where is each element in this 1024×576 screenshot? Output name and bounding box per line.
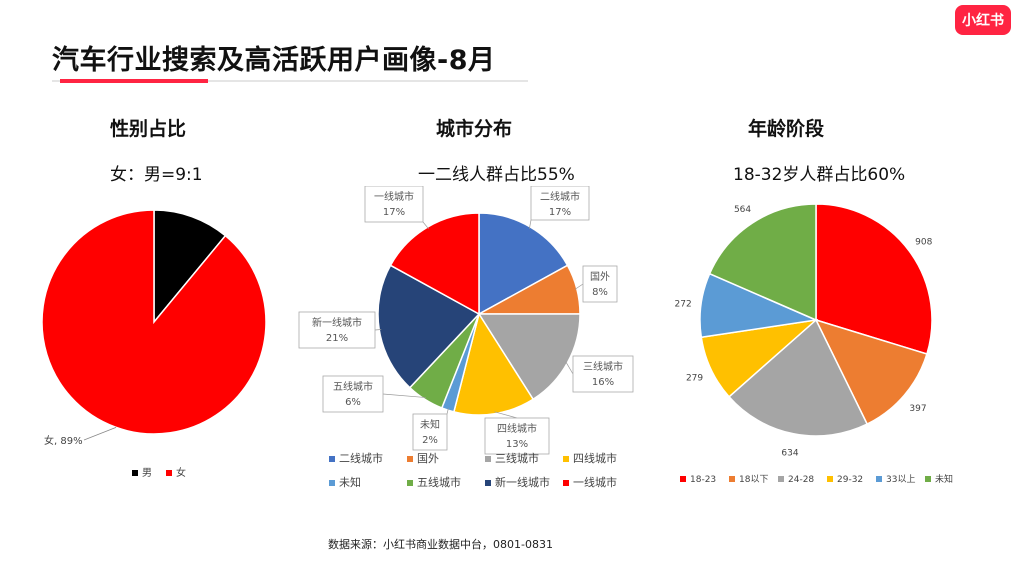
callout-value-6: 21% — [326, 333, 348, 344]
callout-value-3: 13% — [506, 439, 528, 450]
leader-line-0 — [83, 427, 117, 441]
legend-swatch-3 — [563, 456, 569, 462]
pie-slice-2 — [727, 318, 869, 437]
callout-box-6 — [298, 311, 376, 349]
gender-pie-chart: 女, 89% 男 女 — [41, 209, 267, 479]
callout-value-5: 6% — [345, 397, 361, 408]
age-chart-panel: 908 397 634 279 272 564 18-23 18以下 24-28 29-32 33以… — [672, 192, 980, 492]
legend-swatch-6 — [485, 480, 491, 486]
legend-label-1: 女 — [176, 466, 186, 479]
legend-swatch-0 — [132, 470, 138, 476]
age-section-title: 年龄阶段 — [748, 118, 825, 140]
legend-label-4: 33以上 — [886, 474, 915, 485]
callout-label-0: 二线城市 — [540, 190, 580, 203]
leader-line-2 — [565, 361, 574, 375]
callout-label-2: 三线城市 — [583, 360, 623, 373]
legend-label-2: 三线城市 — [495, 451, 539, 465]
pie-slice-5 — [708, 203, 817, 322]
legend-swatch-0 — [329, 456, 335, 462]
callout-value-4: 2% — [422, 435, 438, 446]
pie-slice-0 — [153, 209, 227, 325]
data-label-5: 564 — [734, 205, 751, 215]
pie-slice-2 — [477, 313, 581, 401]
callout-label-4: 未知 — [420, 418, 440, 431]
legend-swatch-1 — [729, 476, 735, 482]
gender-section-subtitle: 女：男=9:1 — [110, 165, 203, 185]
legend-label-3: 四线城市 — [573, 451, 617, 465]
pie-slice-1 — [41, 209, 267, 435]
leader-line-6 — [374, 329, 382, 331]
age-section-subtitle: 18-32岁人群占比60% — [733, 165, 906, 185]
data-label-0: 女, 89% — [44, 434, 83, 447]
legend-swatch-7 — [563, 480, 569, 486]
pie-slice-1 — [814, 318, 928, 426]
data-label-2: 634 — [781, 448, 798, 458]
callout-value-0: 17% — [549, 207, 571, 218]
gender-section-title: 性别占比 — [110, 118, 187, 140]
legend-swatch-1 — [166, 470, 172, 476]
callout-box-0 — [530, 185, 590, 221]
callout-label-5: 五线城市 — [333, 380, 373, 393]
city-chart-panel: 二线城市 17% 国外 8% 三线城市 16% 四线城市 13% 未知 2% 五线城市 6% 新一线城市… — [295, 185, 655, 496]
callout-box-1 — [582, 265, 618, 303]
legend-swatch-2 — [485, 456, 491, 462]
legend-swatch-3 — [827, 476, 833, 482]
callout-value-1: 8% — [592, 287, 608, 298]
data-label-3: 279 — [686, 374, 703, 384]
pie-slice-0 — [478, 212, 569, 316]
legend-swatch-5 — [407, 480, 413, 486]
leader-line-7 — [422, 221, 429, 230]
city-pie-chart: 二线城市 17% 国外 8% 三线城市 16% 四线城市 13% 未知 2% 五线城市 6% 新一线城市… — [298, 185, 634, 489]
callout-box-3 — [484, 417, 550, 455]
callout-box-4 — [412, 413, 448, 451]
city-section-subtitle: 一二线人群占比55% — [418, 165, 575, 185]
callout-label-3: 四线城市 — [497, 422, 537, 435]
leader-line-3 — [494, 411, 518, 419]
legend-label-0: 18-23 — [690, 475, 716, 485]
legend-label-0: 男 — [142, 467, 152, 479]
legend-label-5: 五线城市 — [417, 475, 461, 489]
legend-swatch-1 — [407, 456, 413, 462]
legend-label-0: 二线城市 — [339, 451, 383, 465]
callout-box-7 — [364, 185, 424, 223]
callout-box-5 — [322, 375, 384, 413]
data-source-note: 数据来源：小红书商业数据中台，0801-0831 — [328, 538, 553, 551]
callout-label-6: 新一线城市 — [312, 316, 362, 329]
gender-chart-panel: 女, 89% 男 女 — [22, 196, 290, 486]
legend-label-5: 未知 — [935, 473, 953, 485]
legend-label-1: 18以下 — [739, 475, 768, 485]
legend-label-6: 新一线城市 — [495, 475, 550, 489]
callout-value-2: 16% — [592, 377, 614, 388]
pie-slice-0 — [815, 203, 933, 355]
legend-label-4: 未知 — [339, 475, 361, 489]
legend-label-7: 一线城市 — [573, 475, 617, 489]
leader-line-4 — [446, 408, 449, 415]
data-label-4: 272 — [675, 300, 692, 310]
page-title: 汽车行业搜索及高活跃用户画像-8月 — [52, 45, 496, 76]
callout-label-7: 一线城市 — [374, 190, 414, 203]
legend-label-2: 24-28 — [788, 475, 814, 485]
legend-swatch-4 — [329, 480, 335, 486]
callout-value-7: 17% — [383, 207, 405, 218]
leader-line-1 — [574, 283, 584, 290]
title-underline — [52, 80, 528, 82]
title-accent-bar — [60, 79, 208, 83]
leader-line-5 — [382, 393, 426, 398]
legend-swatch-4 — [876, 476, 882, 482]
legend-swatch-0 — [680, 476, 686, 482]
xiaohongshu-logo: 小红书 — [955, 5, 1011, 35]
age-pie-chart: 908 397 634 279 272 564 18-23 18以下 24-28 29-32 33以… — [675, 203, 953, 485]
city-section-title: 城市分布 — [436, 118, 513, 140]
legend-swatch-2 — [778, 476, 784, 482]
pie-slice-3 — [452, 312, 535, 416]
legend-swatch-5 — [925, 476, 931, 482]
legend-label-3: 29-32 — [837, 475, 863, 485]
legend-label-1: 国外 — [417, 452, 439, 465]
callout-label-1: 国外 — [590, 271, 610, 283]
leader-line-0 — [529, 219, 532, 229]
data-label-0: 908 — [915, 237, 932, 247]
data-label-1: 397 — [909, 404, 926, 414]
callout-box-2 — [572, 355, 634, 393]
